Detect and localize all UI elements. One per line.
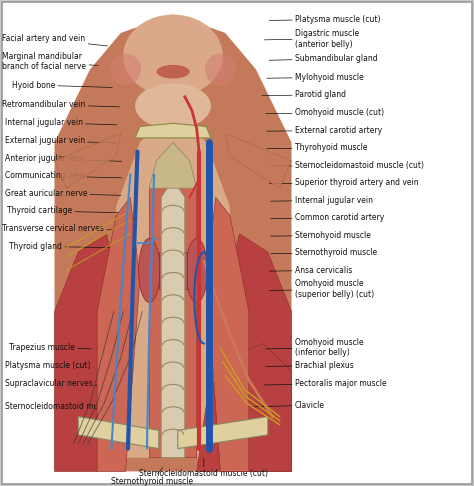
- Text: Brachial plexus: Brachial plexus: [266, 361, 354, 370]
- Text: Thyroid gland: Thyroid gland: [9, 242, 126, 251]
- Polygon shape: [135, 123, 211, 138]
- Ellipse shape: [156, 65, 190, 79]
- Text: Digastric muscle
(anterior belly): Digastric muscle (anterior belly): [264, 29, 359, 49]
- Text: Supraclavicular nerves: Supraclavicular nerves: [5, 380, 100, 388]
- Text: External carotid artery: External carotid artery: [267, 126, 382, 135]
- Text: Submandibular gland: Submandibular gland: [269, 54, 377, 63]
- Text: Mylohyoid muscle: Mylohyoid muscle: [267, 73, 364, 82]
- Ellipse shape: [110, 53, 141, 86]
- Ellipse shape: [138, 239, 160, 302]
- Polygon shape: [178, 417, 268, 449]
- Text: Platysma muscle (cut): Platysma muscle (cut): [269, 15, 380, 24]
- Text: Anterior jugular vein: Anterior jugular vein: [5, 155, 122, 163]
- Text: Sternothyroid muscle: Sternothyroid muscle: [271, 248, 377, 257]
- Text: Sternocleidomastoid muscle: Sternocleidomastoid muscle: [5, 402, 131, 411]
- Text: Retromandibular vein: Retromandibular vein: [2, 100, 119, 109]
- Text: Omohyoid muscle
(superior belly) (cut): Omohyoid muscle (superior belly) (cut): [269, 279, 374, 299]
- Ellipse shape: [186, 239, 207, 302]
- Text: Pectoralis major muscle: Pectoralis major muscle: [264, 380, 386, 388]
- Polygon shape: [78, 417, 159, 449]
- Polygon shape: [116, 106, 230, 458]
- Text: Thyroid cartilage: Thyroid cartilage: [7, 207, 126, 215]
- Text: Platysma muscle (cut): Platysma muscle (cut): [5, 361, 93, 370]
- Text: Internal jugular vein: Internal jugular vein: [271, 196, 373, 205]
- Polygon shape: [55, 133, 121, 188]
- Text: Superior thyroid artery and vein: Superior thyroid artery and vein: [269, 178, 419, 187]
- Text: Clavicle: Clavicle: [253, 401, 325, 410]
- Text: Transverse cervical nerves: Transverse cervical nerves: [2, 224, 131, 233]
- Text: Sternocleidomastoid muscle (cut): Sternocleidomastoid muscle (cut): [269, 161, 424, 170]
- Polygon shape: [149, 161, 166, 458]
- Text: Great auricular nerve: Great auricular nerve: [5, 189, 121, 198]
- Polygon shape: [55, 15, 292, 471]
- Polygon shape: [180, 161, 197, 458]
- Polygon shape: [206, 197, 249, 471]
- Text: External jugular vein: External jugular vein: [5, 137, 117, 145]
- Text: Parotid gland: Parotid gland: [262, 90, 346, 99]
- Ellipse shape: [123, 15, 223, 97]
- Polygon shape: [55, 234, 121, 471]
- Polygon shape: [149, 142, 197, 188]
- Text: Facial artery and vein: Facial artery and vein: [2, 35, 108, 46]
- Text: Sternothyroid muscle: Sternothyroid muscle: [110, 468, 193, 486]
- Ellipse shape: [135, 83, 211, 129]
- Polygon shape: [161, 179, 185, 458]
- Ellipse shape: [205, 53, 236, 86]
- Polygon shape: [197, 344, 292, 471]
- Polygon shape: [225, 133, 292, 188]
- Polygon shape: [159, 252, 187, 289]
- Text: Thyrohyoid muscle: Thyrohyoid muscle: [267, 143, 367, 152]
- Text: Common carotid artery: Common carotid artery: [271, 213, 384, 222]
- Text: Hyoid bone: Hyoid bone: [12, 81, 112, 89]
- Text: Internal jugular vein: Internal jugular vein: [5, 118, 117, 127]
- Text: Communicating vein: Communicating vein: [5, 172, 122, 180]
- Polygon shape: [225, 234, 292, 471]
- Text: Omohyoid muscle
(inferior belly): Omohyoid muscle (inferior belly): [266, 338, 364, 357]
- Text: Omohyoid muscle (cut): Omohyoid muscle (cut): [266, 108, 384, 117]
- Text: Ansa cervicalis: Ansa cervicalis: [269, 266, 352, 275]
- Text: Trapezius muscle: Trapezius muscle: [9, 343, 91, 352]
- Text: Marginal mandibular
branch of facial nerve: Marginal mandibular branch of facial ner…: [2, 52, 98, 71]
- Text: Sternocleidomastoid muscle (cut): Sternocleidomastoid muscle (cut): [139, 458, 268, 478]
- Polygon shape: [97, 197, 140, 471]
- Text: Sternohyoid muscle: Sternohyoid muscle: [271, 231, 371, 240]
